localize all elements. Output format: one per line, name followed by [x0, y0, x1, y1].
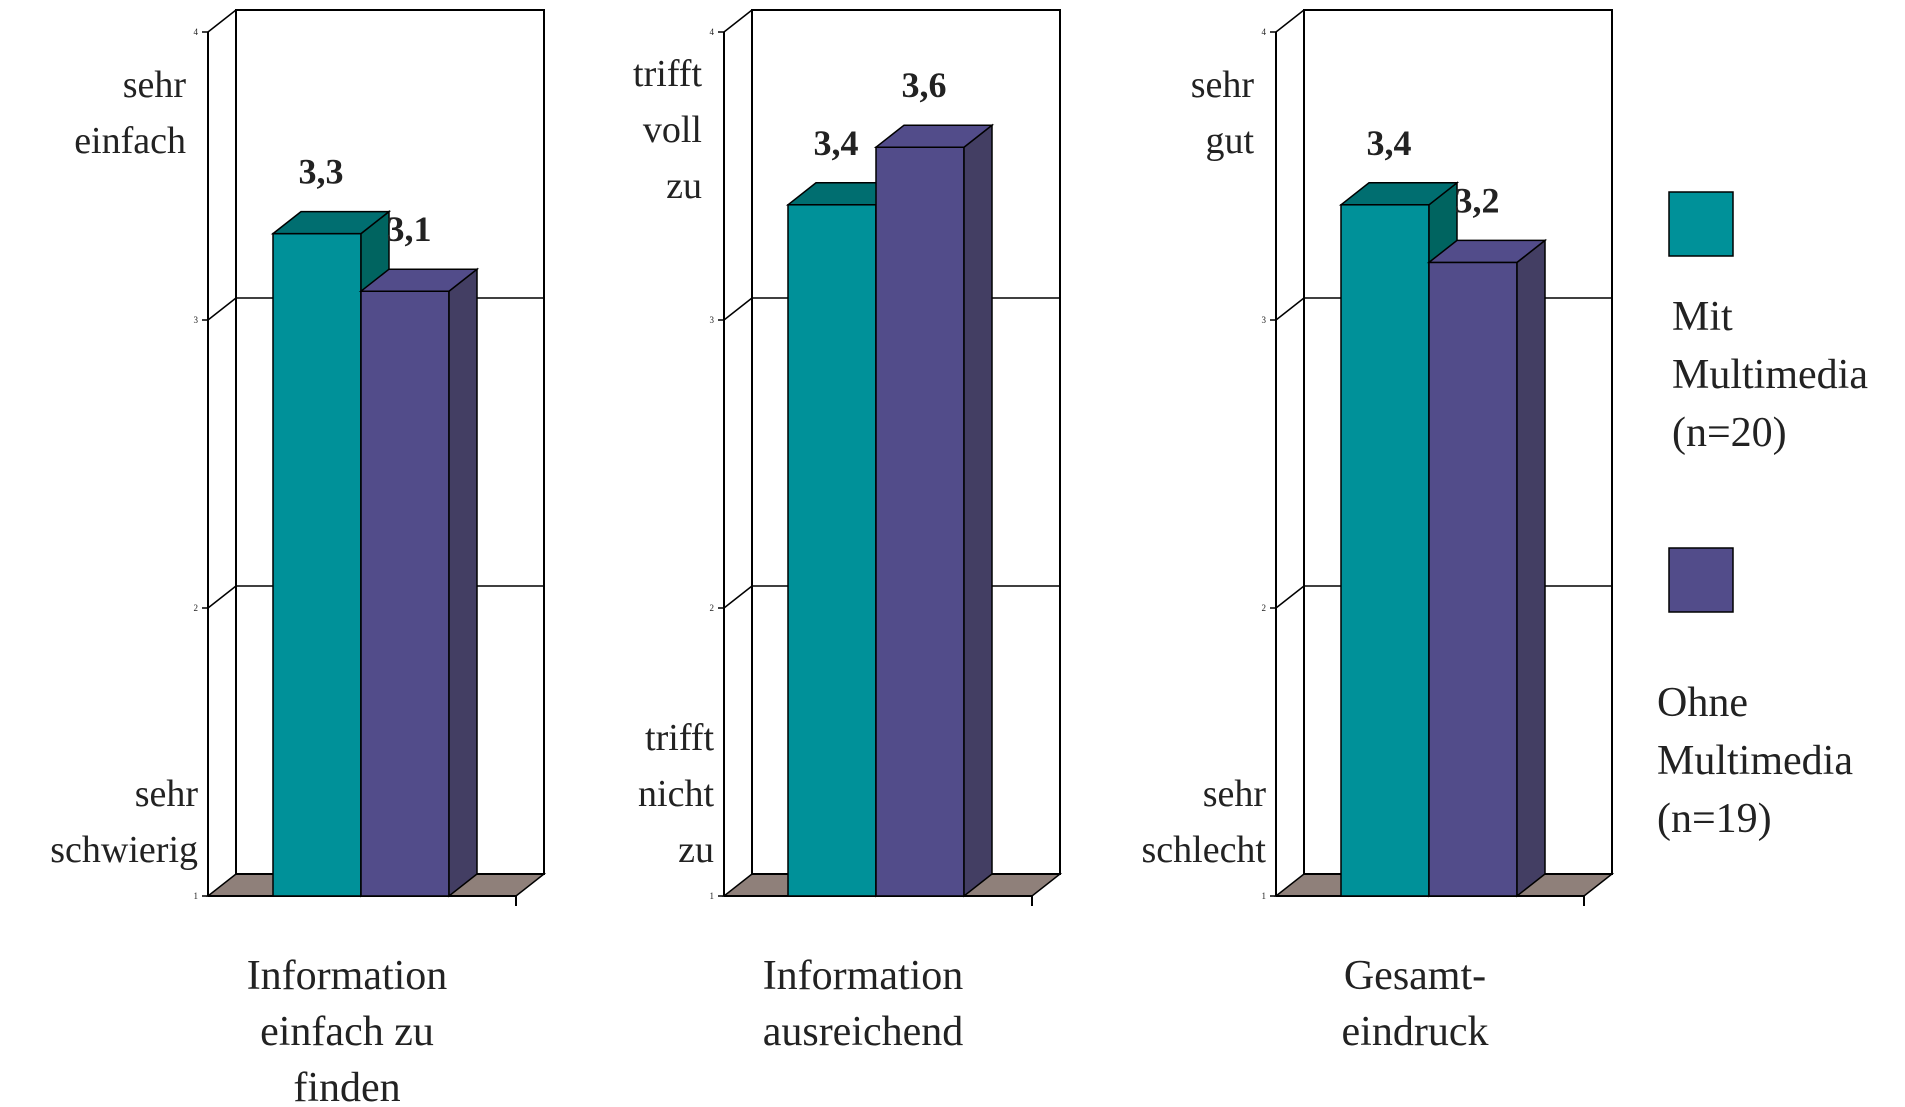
legend-label: Multimedia [1672, 352, 1868, 398]
bar-value-label: 3,6 [902, 65, 947, 105]
bar-value-label: 3,4 [814, 123, 859, 163]
legend: Mit Multimedia (n=20) Ohne Multimedia (n=19) [1657, 191, 1868, 842]
scale-bottom-label: trifft [645, 717, 714, 759]
gridline-side [1275, 297, 1305, 321]
legend-label: Ohne [1657, 680, 1748, 726]
legend-label: Mit [1672, 294, 1733, 340]
bar-top [270, 210, 392, 235]
scale-bottom-label: schlecht [1141, 829, 1266, 871]
y-tick-label: 1 [1262, 891, 1267, 901]
bar-front [1340, 204, 1430, 897]
bar-front [1428, 261, 1518, 897]
scale-bottom-label: nicht [638, 773, 714, 815]
bar [358, 267, 480, 898]
bar [873, 123, 995, 898]
gridline-side [1275, 585, 1305, 609]
bar-value-label: 3,3 [299, 152, 344, 192]
y-tick-label: 4 [710, 27, 715, 37]
bar-top [358, 268, 480, 292]
y-tick-label: 4 [194, 27, 199, 37]
bar-front [272, 232, 362, 897]
bar-top [873, 124, 995, 148]
chart-panel: 1 2 3 4 3,4 3,2 sehr gut sehr schlecht Gesamt-eind… [1141, 9, 1615, 1055]
scale-bottom-label: schwierig [50, 829, 198, 871]
bar-front [875, 146, 965, 897]
gridline-side [207, 297, 237, 321]
bar [1426, 238, 1548, 898]
legend-swatch [1668, 547, 1734, 613]
scale-top-label: gut [1205, 120, 1254, 162]
scale-bottom-label: sehr [135, 773, 199, 815]
chart-panel: 1 2 3 4 3,3 3,1 sehr einfach sehr schwierig Inform… [50, 9, 547, 1107]
side-wall-edge [207, 9, 237, 33]
bar-value-label: 3,4 [1367, 123, 1412, 163]
scale-bottom-label: zu [678, 829, 714, 871]
scale-bottom-label: sehr [1203, 773, 1267, 815]
scale-top-label: trifft [633, 53, 702, 95]
category-label: finden [293, 1065, 400, 1102]
category-label: eindruck [1342, 1009, 1489, 1055]
bar-front [360, 290, 450, 897]
bar-side [1516, 238, 1546, 898]
bar-top [1338, 182, 1460, 206]
scale-top-label: sehr [1191, 64, 1255, 106]
legend-label: (n=20) [1672, 410, 1787, 456]
bar-value-label: 3,2 [1455, 180, 1500, 220]
y-tick-label: 3 [194, 315, 199, 325]
bar-side [963, 123, 993, 898]
bar-side [448, 267, 478, 898]
y-tick-label: 1 [194, 891, 199, 901]
bar-top [1426, 239, 1548, 264]
scale-top-label: sehr [123, 64, 187, 106]
category-label: einfach zu [260, 1009, 434, 1055]
y-tick-label: 1 [710, 891, 715, 901]
scale-top-label: einfach [74, 120, 186, 162]
side-wall-edge [1275, 9, 1305, 33]
category-label: Gesamt- [1344, 953, 1486, 999]
category-label: ausreichend [763, 1009, 964, 1055]
y-tick-label: 3 [1262, 315, 1267, 325]
legend-label: (n=19) [1657, 796, 1772, 842]
y-tick-label: 2 [194, 603, 199, 613]
gridline-side [207, 585, 237, 609]
legend-label: Multimedia [1657, 738, 1853, 784]
scale-top-label: voll [643, 109, 702, 151]
y-tick-label: 3 [710, 315, 715, 325]
y-tick-label: 4 [1262, 27, 1267, 37]
gridline-side [723, 297, 753, 321]
legend-swatch [1668, 191, 1734, 257]
gridline-side [723, 585, 753, 609]
chart-panel: 1 2 3 4 3,4 3,6 trifft voll zu trifft nicht zu Infor… [633, 9, 1063, 1055]
bar-value-label: 3,1 [387, 209, 432, 249]
y-tick-label: 2 [710, 603, 715, 613]
scale-top-label: zu [666, 165, 702, 207]
category-label: Information [763, 953, 964, 999]
side-wall-edge [723, 9, 753, 33]
bar-front [787, 204, 877, 897]
y-tick-label: 2 [1262, 603, 1267, 613]
category-label: Information [247, 953, 448, 999]
